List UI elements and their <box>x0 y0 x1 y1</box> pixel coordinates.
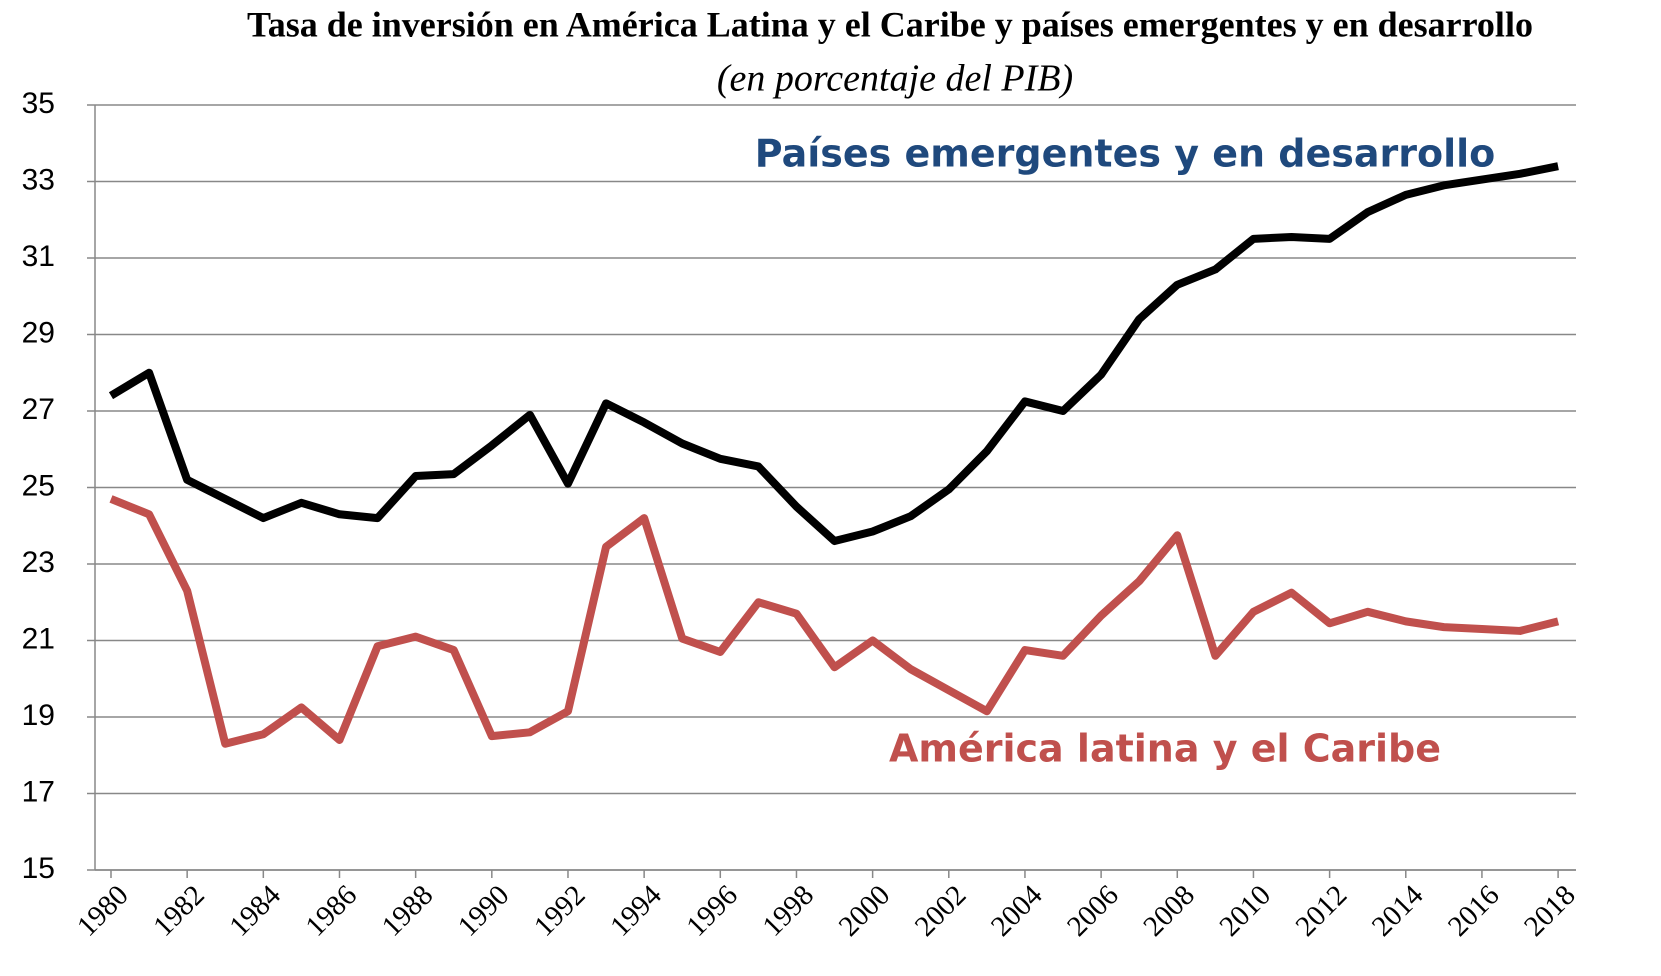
x-tick-label: 1998 <box>756 879 820 943</box>
x-tick-label: 2000 <box>833 879 897 943</box>
x-tick-label: 1992 <box>528 879 592 943</box>
x-tick-label: 2010 <box>1213 879 1277 943</box>
series-line <box>108 162 1559 546</box>
y-tick-label: 21 <box>22 622 55 655</box>
x-tick-label: 1994 <box>604 879 668 943</box>
x-tick-label: 2002 <box>909 879 973 943</box>
x-tick-label: 1996 <box>680 879 744 943</box>
x-tick-label: 1986 <box>300 879 364 943</box>
y-tick-label: 23 <box>22 546 55 579</box>
x-tick-label: 1990 <box>452 879 516 943</box>
y-tick-label: 29 <box>22 316 55 349</box>
series-line <box>109 495 1560 748</box>
x-tick-label: 1984 <box>223 879 287 943</box>
y-tick-label: 17 <box>22 775 55 808</box>
y-tick-label: 15 <box>22 852 55 885</box>
y-tick-label: 19 <box>22 699 55 732</box>
chart-subtitle: (en porcentaje del PIB) <box>717 58 1073 100</box>
x-tick-label: 2014 <box>1366 879 1430 943</box>
x-tick-label: 2004 <box>985 879 1049 943</box>
x-tick-label: 1988 <box>376 879 440 943</box>
x-tick-label: 2008 <box>1137 879 1201 943</box>
y-tick-label: 35 <box>22 87 55 120</box>
x-tick-label: 2018 <box>1518 879 1582 943</box>
x-tick-label: 1980 <box>71 879 135 943</box>
x-tick-label: 2006 <box>1061 879 1125 943</box>
series-label: América latina y el Caribe <box>889 727 1441 771</box>
series-label: Países emergentes y en desarrollo <box>755 132 1495 176</box>
y-tick-label: 31 <box>22 240 55 273</box>
x-tick-label: 2016 <box>1442 879 1506 943</box>
y-tick-label: 33 <box>22 163 55 196</box>
y-tick-label: 25 <box>22 469 55 502</box>
x-tick-label: 1982 <box>147 879 211 943</box>
y-tick-label: 27 <box>22 393 55 426</box>
chart-title: Tasa de inversión en América Latina y el… <box>247 4 1533 44</box>
x-tick-label: 2012 <box>1290 879 1354 943</box>
